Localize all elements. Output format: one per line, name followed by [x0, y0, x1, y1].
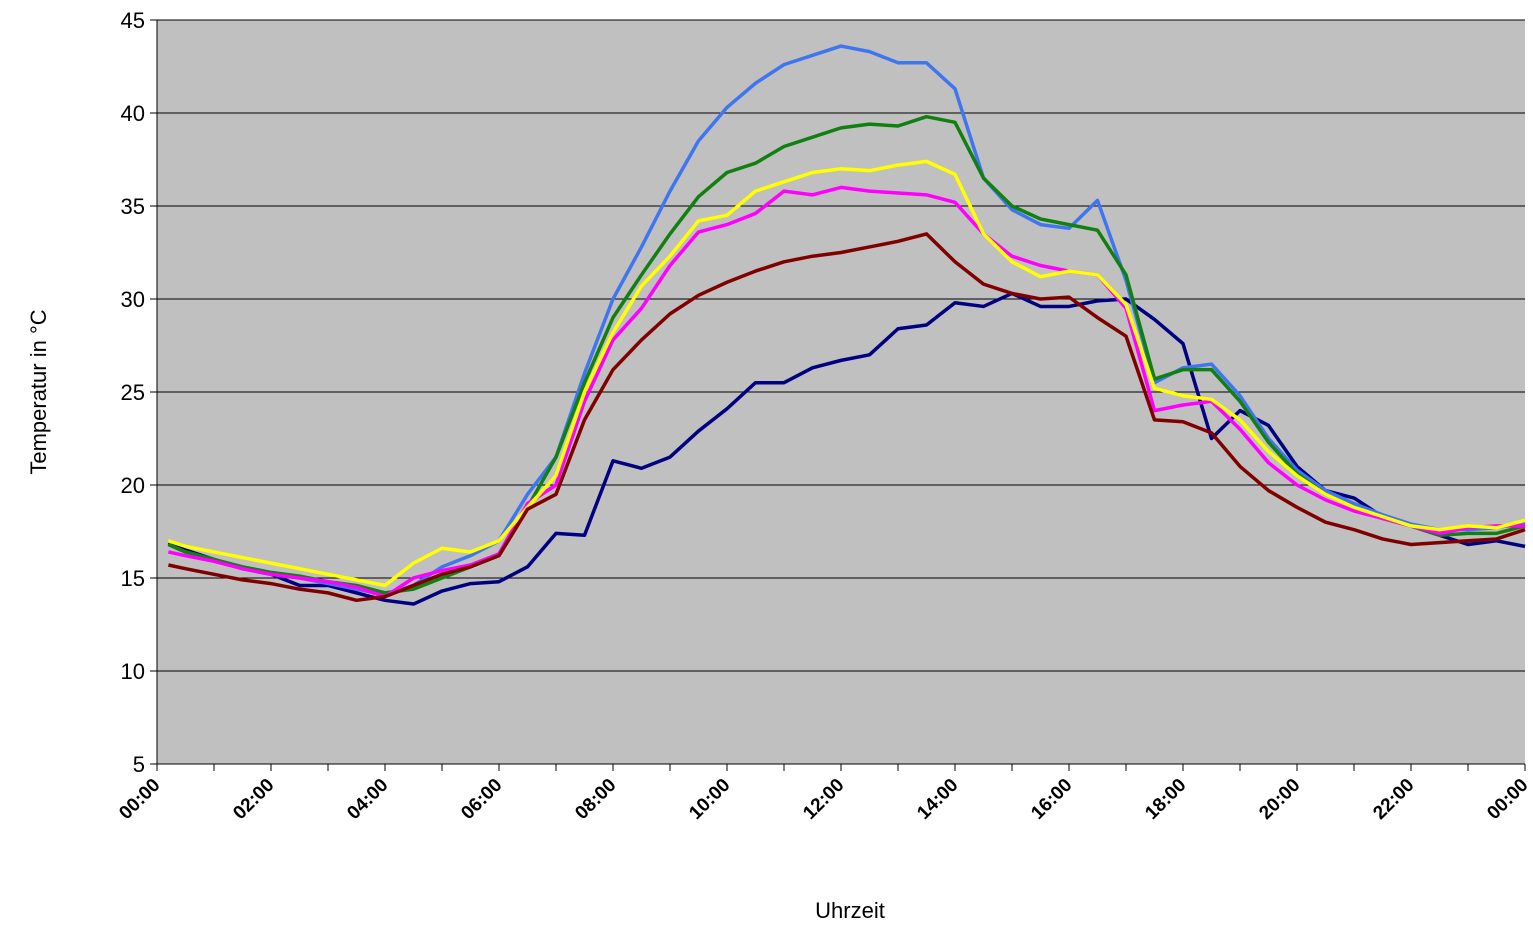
x-tick-label: 14:00: [913, 775, 962, 824]
x-tick-label: 12:00: [799, 775, 848, 824]
y-tick-label: 15: [121, 566, 145, 591]
line-series: [167, 291, 1526, 606]
y-axis-title: Temperatur in °C: [26, 309, 51, 474]
line-series: [168, 232, 1526, 603]
x-tick-label: 20:00: [1255, 775, 1304, 824]
x-tick-label: 00:00: [1483, 775, 1532, 824]
x-tick-label: 02:00: [229, 775, 278, 824]
x-tick-label: 00:00: [115, 775, 164, 824]
line-series: [167, 159, 1526, 588]
y-tick-label: 20: [121, 473, 145, 498]
y-tick-label: 35: [121, 194, 145, 219]
y-tick-label: 45: [121, 8, 145, 33]
y-tick-label: 30: [121, 287, 145, 312]
y-tick-label: 40: [121, 101, 145, 126]
x-tick-label: 18:00: [1141, 775, 1190, 824]
x-tick-label: 10:00: [685, 775, 734, 824]
x-tick-label: 16:00: [1027, 775, 1076, 824]
x-tick-label: 06:00: [457, 775, 506, 824]
x-tick-label: 04:00: [343, 775, 392, 824]
y-tick-label: 25: [121, 380, 145, 405]
y-tick-label: 10: [121, 659, 145, 684]
x-tick-label: 08:00: [571, 775, 620, 824]
y-tick-label: 5: [133, 752, 145, 777]
x-tick-label: 22:00: [1369, 775, 1418, 824]
x-axis-title: Uhrzeit: [815, 898, 885, 923]
